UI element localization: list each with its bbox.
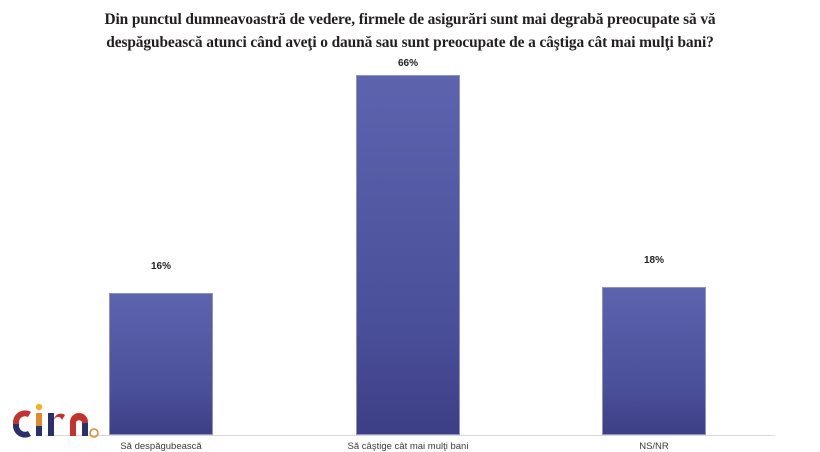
category-label-2: NS/NR xyxy=(639,441,669,452)
cira-logo-icon xyxy=(13,403,99,438)
x-axis-line xyxy=(45,435,775,436)
category-label-1: Să câştige cât mai mulţi bani xyxy=(347,441,469,452)
chart-title: Din punctul dumneavoastră de vedere, fir… xyxy=(104,11,716,51)
bar-value-label-0: 16% xyxy=(150,261,171,272)
bar-2[interactable] xyxy=(602,287,706,435)
category-label-0: Să despăgubească xyxy=(120,441,202,452)
bar-value-label-2: 18% xyxy=(643,255,664,266)
plot-area: 16% Să despăgubească 66% Să câştige cât … xyxy=(0,58,820,452)
bar-value-label-1: 66% xyxy=(397,58,418,69)
bar-0[interactable] xyxy=(109,293,213,435)
bar-1[interactable] xyxy=(356,75,460,435)
cira-logo xyxy=(10,403,102,445)
